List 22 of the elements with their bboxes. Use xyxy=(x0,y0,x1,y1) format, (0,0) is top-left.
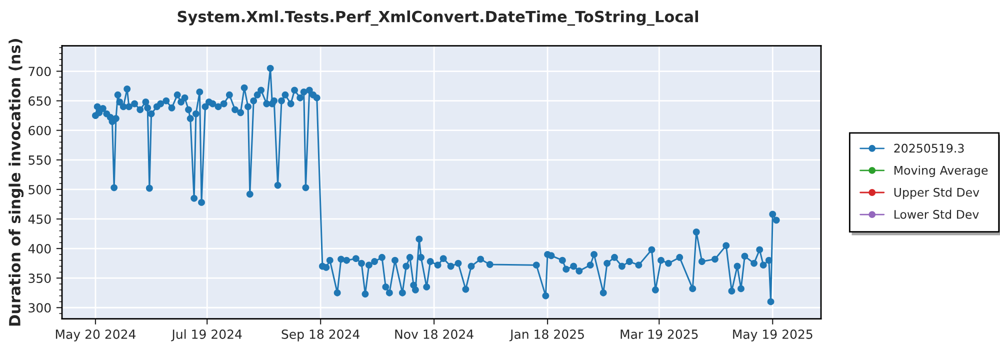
y-axis-title: Duration of single invocation (ns) xyxy=(8,39,24,326)
x-tick-label: Nov 18 2024 xyxy=(395,329,474,339)
x-tick-label: May 19 2025 xyxy=(733,329,812,342)
x-tick-label: Jan 18 2025 xyxy=(509,329,584,342)
y-tick-label: 300 xyxy=(28,303,51,313)
y-tick-label: 450 xyxy=(28,214,51,224)
y-tick-label: 550 xyxy=(28,155,51,165)
y-tick-label: 350 xyxy=(28,274,51,284)
chart-title: System.Xml.Tests.Perf_XmlConvert.DateTime_ToString_Local xyxy=(178,10,698,26)
y-tick-label: 650 xyxy=(28,96,51,106)
legend-label: Moving Average xyxy=(894,166,988,178)
y-tick-label: 500 xyxy=(28,184,51,194)
legend-label: Lower Std Dev xyxy=(894,210,979,219)
x-tick-label: May 20 2024 xyxy=(56,329,136,342)
y-tick-label: 700 xyxy=(28,66,51,76)
legend-label: 20250519.3 xyxy=(894,144,964,153)
y-tick-label: 600 xyxy=(28,126,51,136)
legend-label: Upper Std Dev xyxy=(894,188,980,200)
y-tick-label: 400 xyxy=(28,244,51,254)
x-tick-label: Sep 18 2024 xyxy=(282,329,360,342)
x-tick-label: Jul 19 2024 xyxy=(171,329,242,342)
x-tick-label: Mar 19 2025 xyxy=(620,329,698,339)
